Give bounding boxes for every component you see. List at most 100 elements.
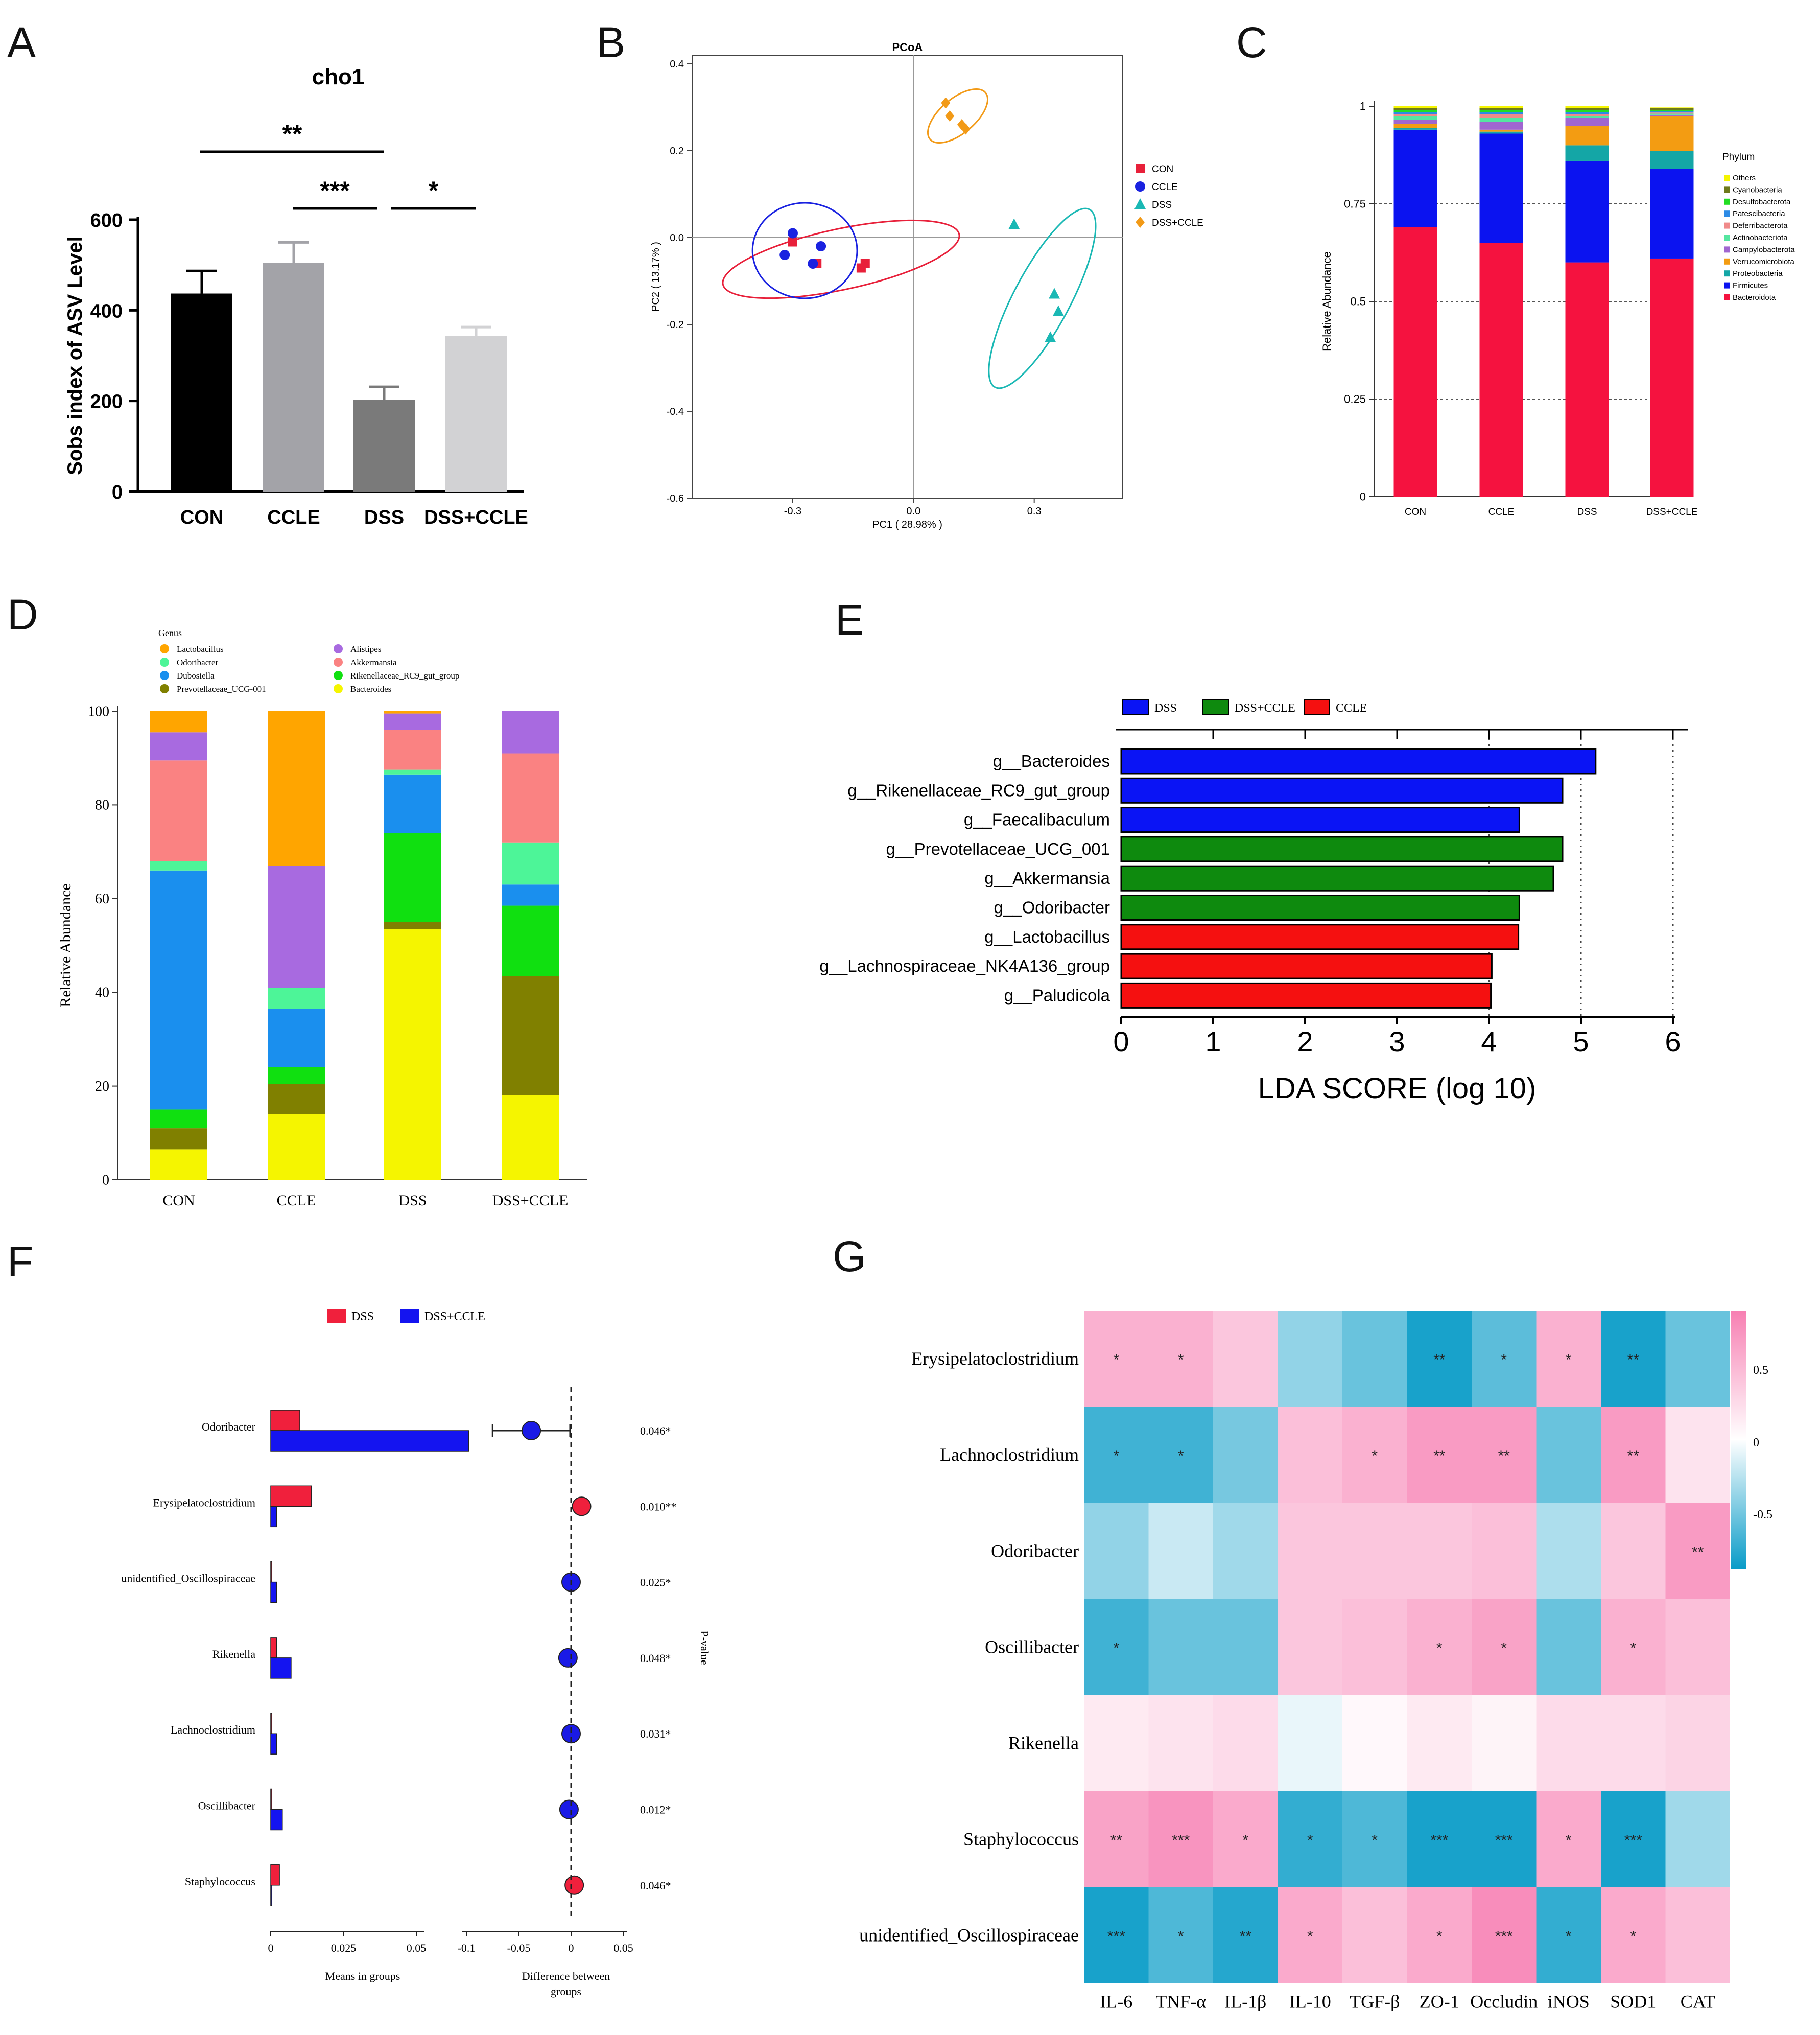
bar-segment-con-akkermansia	[150, 760, 207, 861]
panel-letter-c: C	[1236, 18, 1267, 66]
heatmap-cell-odoribacter-inos	[1536, 1503, 1601, 1599]
lda-bar-g-bacteroides	[1120, 748, 1597, 775]
panel-letter-f: F	[7, 1237, 33, 1285]
significance-star: ***	[1624, 1832, 1642, 1849]
lda-label-g-paludicola: g__Paludicola	[1004, 986, 1110, 1004]
significance-star: **	[1433, 1447, 1446, 1464]
difference-x-tick-label: 0	[569, 1942, 574, 1954]
column-label-sod1: SOD1	[1610, 1992, 1656, 2012]
heatmap-cell-erysipelatoclostridium-occludin	[1472, 1311, 1537, 1407]
bar-segment-con-proteobacteria	[1393, 128, 1437, 130]
legend-label-rikenellaceae-rc9-gut-group: Rikenellaceae_RC9_gut_group	[350, 671, 459, 681]
pvalue-staphylococcus: 0.046*	[640, 1879, 671, 1892]
colorbar-tick-label: -0.5	[1753, 1508, 1772, 1522]
x-tick-label-con: CON	[162, 1192, 195, 1209]
bar-segment-dss-deferribacterota	[1565, 114, 1609, 116]
y-axis-label: Sobs index of ASV Level	[64, 236, 86, 475]
means-bar-dss-odoribacter	[270, 1410, 300, 1431]
means-bar-dss-lachnoclostridium	[270, 1713, 272, 1734]
heatmap-cell-oscillibacter-il-1	[1213, 1599, 1278, 1695]
bar-dss-ccle	[445, 336, 507, 492]
heatmap-cell-lachnoclostridium-il-1	[1213, 1407, 1278, 1503]
legend-label-proteobacteria: Proteobacteria	[1733, 269, 1783, 278]
legend-label-patescibacteria: Patescibacteria	[1733, 209, 1785, 218]
heatmap-cell-lachnoclostridium-il-6	[1084, 1407, 1149, 1503]
means-bar-dss-unidentified-oscillospiraceae	[270, 1561, 272, 1583]
heatmap-cell-oscillibacter-cat	[1665, 1599, 1730, 1695]
y-tick-label: 0.2	[670, 146, 684, 157]
bar-segment-ccle-patescibacteria	[1479, 112, 1523, 114]
legend-marker-ccle	[1135, 181, 1145, 192]
bar-segment-dss-cyanobacteria	[1565, 108, 1609, 110]
legend-marker-con	[1136, 164, 1145, 173]
row-label-staphylococcus: Staphylococcus	[963, 1829, 1079, 1850]
significance-star: ***	[1495, 1928, 1513, 1945]
significance-star: *	[1630, 1640, 1636, 1656]
pvalue-axis-label: P-value	[698, 1630, 711, 1665]
y-tick-label: -0.6	[667, 493, 684, 504]
bar-segment-ccle-bacteroidota	[1479, 243, 1523, 497]
bar-segment-con-bacteroidota	[1393, 227, 1437, 497]
bar-segment-dss-ccle-campylobacterota	[1650, 114, 1694, 116]
significance-star: *	[1436, 1640, 1443, 1656]
heatmap-cell-odoribacter-il-1	[1213, 1503, 1278, 1599]
means-bar-dss-ccle-staphylococcus	[270, 1885, 272, 1906]
bar-segment-dss-ccle-akkermansia	[502, 753, 559, 843]
legend-label-prevotellaceae-ucg-001: Prevotellaceae_UCG-001	[177, 684, 266, 694]
y-tick-label: 200	[90, 391, 123, 413]
pvalue-oscillibacter: 0.012*	[640, 1804, 671, 1816]
bar-segment-ccle-alistipes	[268, 866, 325, 988]
row-label-odoribacter: Odoribacter	[991, 1540, 1079, 1561]
significance-star: *	[1178, 1928, 1184, 1945]
means-bar-dss-ccle-unidentified-oscillospiraceae	[270, 1581, 277, 1603]
legend-marker-dss	[1134, 198, 1146, 209]
heatmap-cell-odoribacter-cat	[1665, 1503, 1730, 1599]
legend-swatch-actinobacteriota	[1724, 235, 1730, 241]
heatmap-cell-lachnoclostridium-tnf	[1148, 1407, 1213, 1503]
bar-segment-dss-desulfobacterota	[1565, 110, 1609, 112]
heatmap-cell-staphylococcus-tnf	[1148, 1791, 1213, 1887]
panel-d-genus-stacked-bars: 0 20 40 60 80 100 Relative Abundance CON CCLE DSS…	[57, 628, 587, 1209]
heatmap-cell-lachnoclostridium-il-10	[1278, 1407, 1342, 1503]
significance-star: *	[1372, 1832, 1378, 1849]
column-label-occludin: Occludin	[1470, 1992, 1538, 2012]
significance-star: *	[1178, 1447, 1184, 1464]
bar-segment-dss-ccle-verrucomicrobiota	[1650, 116, 1694, 151]
heatmap-cell-staphylococcus-il-6	[1084, 1791, 1149, 1887]
x-tick-label: 5	[1573, 1025, 1589, 1058]
heatmap-cell-unidentified-oscillospiraceae-zo-1	[1407, 1887, 1472, 1983]
column-label-il-6: IL-6	[1100, 1992, 1132, 2012]
x-tick-label-con: CON	[1405, 507, 1426, 518]
panel-g-correlation-heatmap: Erysipelatoclostridium * * ** * * **Lachnoclos…	[859, 1311, 1772, 2012]
point-dss	[1052, 305, 1064, 316]
chart-title: cho1	[312, 64, 365, 89]
bar-segment-con-odoribacter	[150, 861, 207, 871]
bar-segment-ccle-dubosiella	[268, 1009, 325, 1067]
legend-swatch-akkermansia	[334, 658, 343, 667]
y-tick-label: 100	[88, 704, 109, 719]
difference-x-tick-label: -0.1	[458, 1942, 476, 1954]
heatmap-cell-staphylococcus-zo-1	[1407, 1791, 1472, 1887]
heatmap-cell-lachnoclostridium-sod1	[1601, 1407, 1666, 1503]
legend-label-ccle: CCLE	[1336, 701, 1367, 715]
heatmap-cell-staphylococcus-cat	[1665, 1791, 1730, 1887]
bar-segment-ccle-firmicutes	[1479, 133, 1523, 243]
legend-label-others: Others	[1733, 174, 1756, 182]
y-tick-label: 1	[1360, 100, 1366, 112]
x-tick-label: 1	[1205, 1025, 1221, 1058]
colorbar	[1731, 1311, 1746, 1569]
legend-label-actinobacteriota: Actinobacteriota	[1733, 233, 1788, 242]
significance-star: *	[1307, 1928, 1313, 1945]
legend-label-alistipes: Alistipes	[350, 644, 381, 654]
row-label-odoribacter: Odoribacter	[202, 1420, 256, 1433]
x-tick-label: 4	[1481, 1025, 1497, 1058]
bar-segment-ccle-lactobacillus	[268, 711, 325, 866]
bar-segment-dss-ccle-desulfobacterota	[1650, 110, 1694, 111]
x-tick-label-dss: DSS	[364, 507, 404, 528]
x-tick-label: 0.3	[1027, 506, 1042, 517]
significance-label: ***	[320, 176, 350, 205]
bar-segment-con-rikenellaceae-rc9-gut-group	[150, 1109, 207, 1129]
significance-star: **	[1110, 1832, 1123, 1849]
bar-segment-con-prevotellaceae-ucg-001	[150, 1128, 207, 1150]
legend-label-ccle: CCLE	[1152, 182, 1178, 193]
